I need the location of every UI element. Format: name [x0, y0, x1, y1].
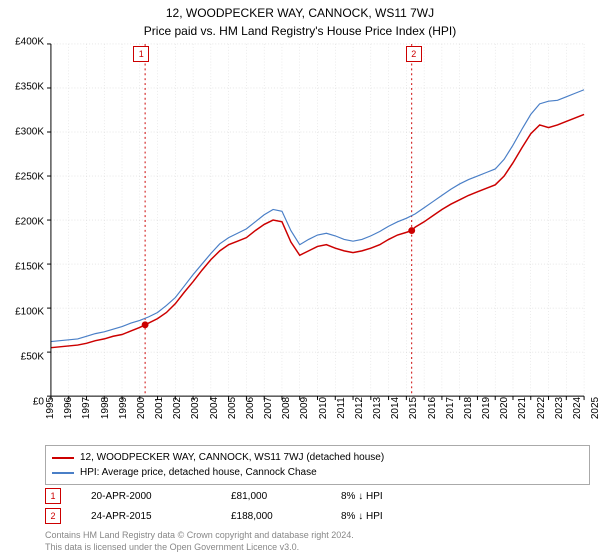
- chart-subtitle: Price paid vs. HM Land Registry's House …: [0, 22, 600, 38]
- marker-price: £188,000: [231, 511, 311, 522]
- legend-label-hpi: HPI: Average price, detached house, Cann…: [80, 465, 317, 480]
- x-tick-label: 2004: [209, 397, 220, 419]
- x-tick-label: 2003: [190, 397, 201, 419]
- marker-table: 1 20-APR-2000 £81,000 8% ↓ HPI 2 24-APR-…: [45, 486, 421, 526]
- marker-date: 20-APR-2000: [91, 491, 201, 502]
- legend-label-property: 12, WOODPECKER WAY, CANNOCK, WS11 7WJ (d…: [80, 450, 384, 465]
- x-tick-label: 2013: [372, 397, 383, 419]
- marker-table-row: 1 20-APR-2000 £81,000 8% ↓ HPI: [45, 486, 421, 506]
- marker-badge-2: 2: [45, 508, 61, 524]
- marker-change: 8% ↓ HPI: [341, 491, 421, 502]
- y-tick-label: £0: [4, 397, 44, 408]
- y-tick-label: £100K: [4, 307, 44, 318]
- x-tick-label: 2025: [590, 397, 600, 419]
- y-tick-label: £150K: [4, 262, 44, 273]
- legend-swatch-hpi: [52, 472, 74, 474]
- x-tick-label: 2014: [390, 397, 401, 419]
- marker-date: 24-APR-2015: [91, 511, 201, 522]
- y-tick-label: £200K: [4, 217, 44, 228]
- x-tick-label: 2023: [554, 397, 565, 419]
- x-tick-label: 2017: [445, 397, 456, 419]
- x-tick-label: 2008: [281, 397, 292, 419]
- y-tick-label: £50K: [4, 352, 44, 363]
- legend: 12, WOODPECKER WAY, CANNOCK, WS11 7WJ (d…: [45, 445, 590, 485]
- y-tick-label: £250K: [4, 172, 44, 183]
- x-tick-label: 2024: [572, 397, 583, 419]
- x-tick-label: 2009: [299, 397, 310, 419]
- x-tick-label: 2002: [172, 397, 183, 419]
- x-tick-label: 2018: [463, 397, 474, 419]
- x-tick-label: 2016: [427, 397, 438, 419]
- footer-line: This data is licensed under the Open Gov…: [45, 542, 354, 554]
- x-tick-label: 2001: [154, 397, 165, 419]
- y-tick-label: £400K: [4, 37, 44, 48]
- x-tick-label: 2020: [499, 397, 510, 419]
- chart-plot-area: [45, 42, 590, 402]
- x-tick-label: 2022: [536, 397, 547, 419]
- y-tick-label: £350K: [4, 82, 44, 93]
- x-tick-label: 1996: [63, 397, 74, 419]
- footer-line: Contains HM Land Registry data © Crown c…: [45, 530, 354, 542]
- x-tick-label: 2021: [517, 397, 528, 419]
- x-tick-label: 1995: [45, 397, 56, 419]
- marker-badge-1: 1: [45, 488, 61, 504]
- marker-price: £81,000: [231, 491, 311, 502]
- chart-container: 12, WOODPECKER WAY, CANNOCK, WS11 7WJ Pr…: [0, 0, 600, 560]
- x-tick-label: 2006: [245, 397, 256, 419]
- marker-table-row: 2 24-APR-2015 £188,000 8% ↓ HPI: [45, 506, 421, 526]
- x-tick-label: 1998: [100, 397, 111, 419]
- chart-title: 12, WOODPECKER WAY, CANNOCK, WS11 7WJ: [0, 0, 600, 22]
- legend-row: HPI: Average price, detached house, Cann…: [52, 465, 583, 480]
- x-tick-label: 2000: [136, 397, 147, 419]
- x-tick-label: 1997: [81, 397, 92, 419]
- marker-change: 8% ↓ HPI: [341, 511, 421, 522]
- x-tick-label: 2015: [408, 397, 419, 419]
- y-tick-label: £300K: [4, 127, 44, 138]
- footer-attribution: Contains HM Land Registry data © Crown c…: [45, 530, 354, 553]
- chart-svg: [45, 42, 590, 402]
- x-tick-label: 1999: [118, 397, 129, 419]
- x-tick-label: 2011: [336, 397, 347, 419]
- x-tick-label: 2005: [227, 397, 238, 419]
- marker-flag: 2: [406, 46, 422, 62]
- marker-flag: 1: [133, 46, 149, 62]
- x-tick-label: 2007: [263, 397, 274, 419]
- legend-swatch-property: [52, 457, 74, 459]
- x-tick-label: 2010: [318, 397, 329, 419]
- x-tick-label: 2012: [354, 397, 365, 419]
- x-tick-label: 2019: [481, 397, 492, 419]
- legend-row: 12, WOODPECKER WAY, CANNOCK, WS11 7WJ (d…: [52, 450, 583, 465]
